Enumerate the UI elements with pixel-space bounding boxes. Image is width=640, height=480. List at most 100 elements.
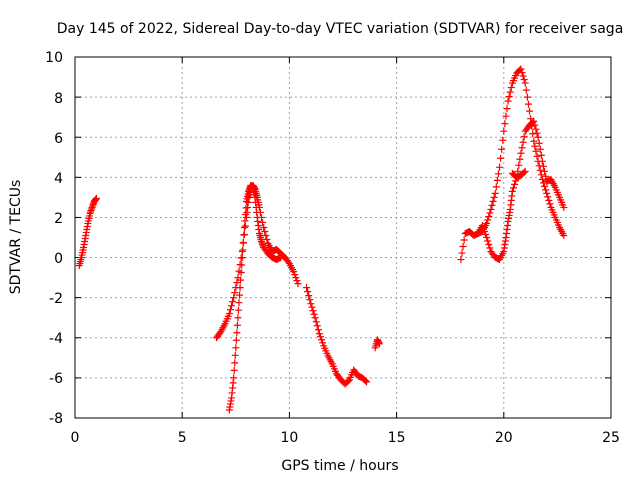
interpolated-marker: [312, 318, 320, 326]
x-tick-label-25: 25: [602, 430, 620, 446]
y-axis: -8 -6 -4 -2 0 2 4 6 8 10 SDTVAR / TECUs: [8, 50, 63, 427]
interpolated-marker: [293, 277, 301, 285]
data-point: [234, 314, 242, 322]
data-point: [232, 344, 240, 352]
interpolated-marker: [216, 329, 224, 337]
interpolated-marker: [460, 236, 468, 244]
data-point: [483, 234, 491, 241]
y-tick-label-2: 2: [54, 211, 63, 227]
series-track-1: [75, 194, 100, 270]
interpolated-marker: [501, 120, 509, 128]
interpolated-marker: [544, 193, 552, 201]
x-tick-label-15: 15: [388, 430, 406, 446]
interpolated-marker: [488, 201, 496, 209]
data-point: [260, 223, 268, 231]
series-track-7: [474, 117, 568, 264]
data-point: [290, 268, 298, 276]
data-point: [560, 231, 568, 239]
data-point: [457, 256, 465, 264]
x-axis-label: GPS time / hours: [281, 458, 398, 474]
y-tick-label-neg4: -4: [49, 331, 63, 347]
interpolated-marker: [524, 100, 532, 108]
data-point: [534, 133, 542, 141]
interpolated-marker: [484, 237, 492, 245]
interpolated-marker: [545, 196, 553, 204]
interpolated-marker: [233, 321, 241, 329]
data-point: [294, 280, 302, 288]
interpolated-marker: [531, 121, 539, 129]
interpolated-marker: [542, 172, 550, 180]
interpolated-marker: [234, 306, 242, 314]
interpolated-marker: [537, 171, 545, 179]
y-tick-label-8: 8: [54, 91, 63, 107]
interpolated-marker: [532, 125, 540, 133]
interpolated-marker: [263, 236, 271, 244]
interpolated-marker: [482, 230, 490, 238]
data-point: [526, 107, 534, 115]
interpolated-marker: [313, 322, 321, 330]
data-point: [500, 127, 508, 135]
data-point: [543, 189, 551, 197]
data-point: [238, 254, 246, 262]
plot-area: [74, 56, 612, 419]
data-point: [521, 79, 529, 87]
data-point: [240, 223, 248, 231]
series-track-5: [371, 336, 383, 352]
interpolated-marker: [228, 302, 236, 310]
interpolated-marker: [522, 86, 530, 94]
data-point: [496, 163, 504, 171]
interpolated-marker: [308, 303, 316, 311]
data-point: [521, 167, 529, 175]
data-point: [517, 65, 525, 73]
interpolated-marker: [305, 292, 313, 300]
interpolated-marker: [519, 72, 527, 80]
interpolated-marker: [509, 184, 517, 192]
data-point: [483, 219, 491, 227]
data-point: [517, 149, 525, 157]
data-point: [363, 378, 371, 386]
interpolated-marker: [241, 210, 249, 218]
data-point: [530, 137, 538, 145]
data-point: [230, 294, 238, 302]
interpolated-marker: [241, 217, 249, 225]
y-tick-label-neg2: -2: [49, 291, 63, 307]
interpolated-marker: [537, 151, 545, 159]
interpolated-marker: [541, 167, 549, 175]
interpolated-marker: [306, 296, 314, 304]
data-point: [315, 330, 323, 338]
interpolated-marker: [502, 112, 510, 120]
interpolated-marker: [284, 258, 292, 266]
interpolated-marker: [239, 246, 247, 254]
series-track-3: [225, 181, 285, 414]
interpolated-marker: [505, 93, 513, 101]
y-axis-label: SDTVAR / TECUs: [8, 180, 24, 295]
interpolated-marker: [535, 139, 543, 147]
interpolated-marker: [520, 133, 528, 141]
interpolated-marker: [459, 243, 467, 251]
data-point: [307, 300, 315, 308]
interpolated-marker: [231, 351, 239, 359]
interpolated-marker: [486, 209, 494, 217]
interpolated-marker: [238, 261, 246, 269]
interpolated-marker: [499, 136, 507, 144]
x-axis: 0 5 10 15 20 25 GPS time / hours: [71, 430, 620, 474]
interpolated-marker: [316, 333, 324, 341]
interpolated-marker: [484, 216, 492, 224]
interpolated-marker: [539, 179, 547, 187]
interpolated-marker: [362, 377, 370, 385]
interpolated-marker: [511, 180, 519, 188]
interpolated-marker: [498, 145, 506, 153]
y-tick-label-neg8: -8: [49, 411, 63, 427]
data-point: [303, 284, 311, 292]
interpolated-marker: [523, 93, 531, 101]
interpolated-marker: [310, 310, 318, 318]
plot-frame: [74, 56, 612, 419]
interpolated-marker: [533, 152, 541, 160]
interpolated-marker: [239, 239, 247, 247]
interpolated-marker: [533, 129, 541, 137]
interpolated-marker: [531, 142, 539, 150]
interpolated-marker: [226, 306, 234, 314]
interpolated-marker: [237, 269, 245, 277]
data-point: [375, 340, 383, 348]
interpolated-marker: [344, 377, 352, 385]
